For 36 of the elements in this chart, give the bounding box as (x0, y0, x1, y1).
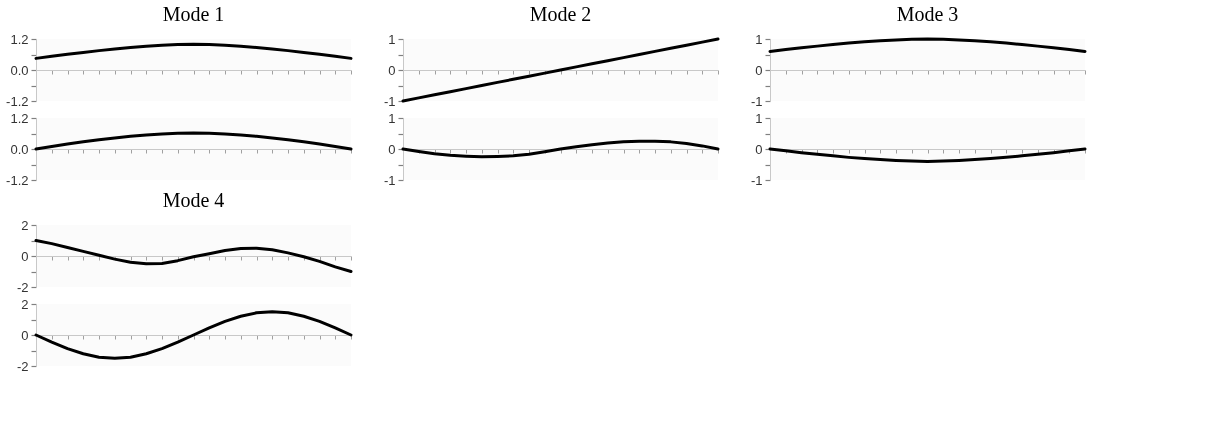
y-tick-label: 0.0 (10, 141, 29, 157)
y-tick-label: -1.2 (6, 172, 29, 188)
chart-title: Mode 4 (162, 189, 225, 211)
y-tick-label: 0 (388, 62, 396, 78)
y-tick-label: 1 (755, 110, 763, 126)
line-series (401, 37, 720, 103)
line-series (34, 310, 353, 360)
y-tick-label: -1 (383, 172, 396, 188)
y-tick-label: 0 (21, 248, 29, 264)
line-series (768, 147, 1087, 163)
y-tick-label: 1.2 (10, 110, 29, 126)
line-series (768, 37, 1087, 53)
y-tick-label: -2 (16, 279, 29, 295)
y-tick-label: 0 (21, 327, 29, 343)
y-tick-label: 0 (755, 62, 763, 78)
chart-title: Mode 1 (162, 3, 225, 25)
y-tick-label: 2 (21, 296, 29, 312)
y-tick-label: 2 (21, 217, 29, 233)
y-tick-label: 1 (388, 31, 396, 47)
y-tick-label: 1 (388, 110, 396, 126)
y-tick-label: -1 (750, 172, 763, 188)
y-tick-label: 1 (755, 31, 763, 47)
y-tick-label: 1.2 (10, 31, 29, 47)
line-series (401, 139, 720, 159)
y-tick-label: -2 (16, 358, 29, 374)
y-tick-label: 0 (755, 141, 763, 157)
chart-title: Mode 3 (896, 3, 959, 25)
line-series (34, 42, 353, 60)
y-tick-label: 0 (388, 141, 396, 157)
y-tick-label: 0.0 (10, 62, 29, 78)
line-series (34, 131, 353, 151)
y-tick-label: -1 (750, 93, 763, 109)
y-tick-label: -1 (383, 93, 396, 109)
line-series (34, 239, 353, 273)
y-tick-label: -1.2 (6, 93, 29, 109)
chart-title: Mode 2 (529, 3, 592, 25)
